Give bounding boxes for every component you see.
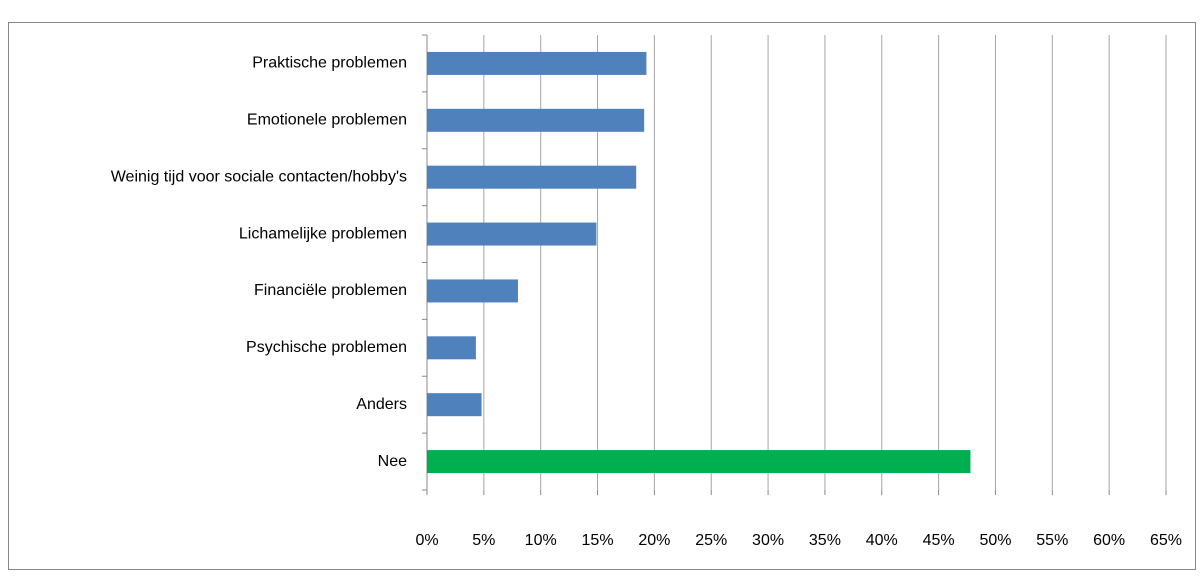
- bar: [427, 393, 482, 417]
- chart-border: [8, 22, 1196, 570]
- bar: [427, 51, 647, 75]
- x-tick-label: 10%: [525, 532, 557, 549]
- x-tick-label: 35%: [809, 532, 841, 549]
- bar: [427, 279, 518, 303]
- bar: [427, 336, 476, 360]
- bar: [427, 165, 637, 189]
- x-tick-label: 60%: [1093, 532, 1125, 549]
- x-tick-label: 40%: [866, 532, 898, 549]
- x-tick-label: 50%: [979, 532, 1011, 549]
- y-tick-label: Lichamelijke problemen: [239, 225, 407, 242]
- x-tick-label: 45%: [923, 532, 955, 549]
- x-tick-label: 15%: [582, 532, 614, 549]
- x-tick-label: 25%: [695, 532, 727, 549]
- y-tick-label: Nee: [378, 453, 407, 470]
- y-tick-label: Emotionele problemen: [247, 112, 407, 129]
- y-tick-label: Anders: [356, 396, 407, 413]
- bar: [427, 450, 971, 474]
- x-tick-label: 0%: [415, 532, 438, 549]
- x-tick-label: 20%: [638, 532, 670, 549]
- y-tick-label: Praktische problemen: [252, 55, 407, 72]
- y-tick-label: Financiële problemen: [254, 282, 407, 299]
- bar: [427, 108, 645, 132]
- x-tick-label: 55%: [1036, 532, 1068, 549]
- x-tick-label: 30%: [752, 532, 784, 549]
- y-tick-label: Psychische problemen: [246, 339, 407, 356]
- y-tick-label: Weinig tijd voor sociale contacten/hobby…: [111, 168, 407, 185]
- bar: [427, 222, 597, 246]
- x-tick-label: 65%: [1150, 532, 1182, 549]
- x-tick-label: 5%: [472, 532, 495, 549]
